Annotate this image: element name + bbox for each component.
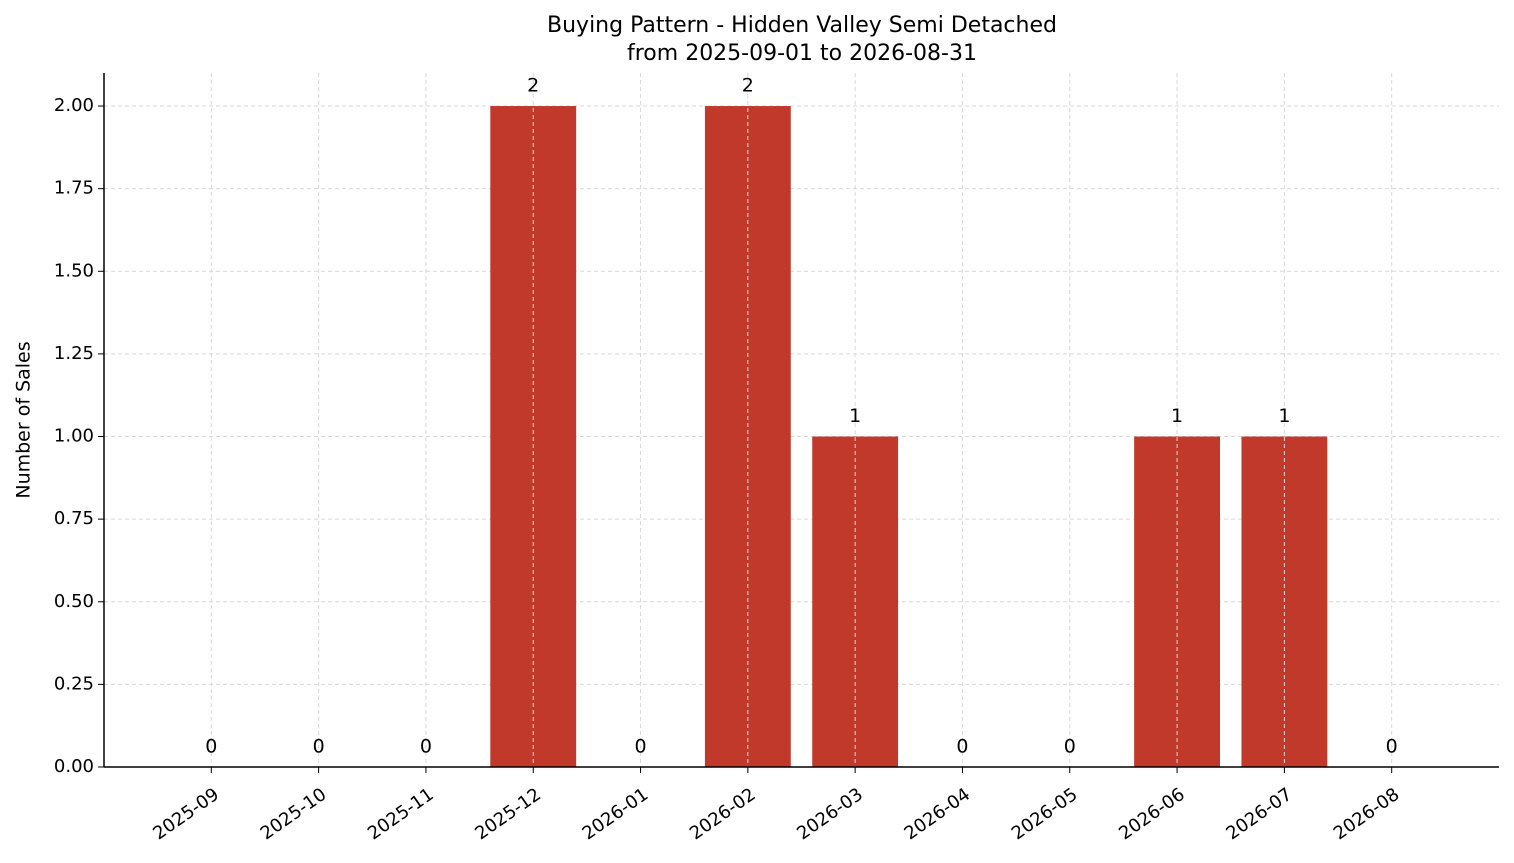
- x-tick-label: 2026-05: [1008, 784, 1082, 844]
- x-tick-label: 2026-06: [1115, 784, 1189, 844]
- data-label: 2: [527, 75, 539, 97]
- data-label: 0: [1064, 736, 1076, 758]
- x-tick-label: 2026-03: [793, 784, 867, 844]
- x-tick-label: 2026-08: [1330, 784, 1404, 844]
- y-tick-label: 1.50: [54, 260, 94, 281]
- data-label: 2: [742, 75, 754, 97]
- x-tick-label: 2026-04: [901, 784, 975, 844]
- y-tick-label: 1.75: [54, 178, 94, 199]
- data-label: 1: [849, 405, 861, 427]
- data-label: 1: [1171, 405, 1183, 427]
- y-tick-label: 0.50: [54, 591, 94, 612]
- y-tick-label: 0.75: [54, 508, 94, 529]
- x-tick-label: 2025-10: [257, 784, 331, 844]
- y-tick-label: 1.25: [54, 343, 94, 364]
- bar: [490, 106, 577, 768]
- chart-subtitle: from 2025-09-01 to 2026-08-31: [627, 41, 977, 66]
- data-label: 0: [313, 736, 325, 758]
- x-tick-label: 2026-02: [686, 784, 760, 844]
- chart-title: Buying Pattern - Hidden Valley Semi Deta…: [547, 13, 1057, 38]
- data-label: 0: [956, 736, 968, 758]
- y-tick-label: 1.00: [54, 426, 94, 447]
- y-axis-label: Number of Sales: [13, 341, 35, 498]
- x-tick-label: 2025-09: [149, 784, 223, 844]
- data-label: 1: [1278, 405, 1290, 427]
- x-tick-label: 2025-11: [364, 784, 438, 844]
- data-label: 0: [420, 736, 432, 758]
- y-tick-label: 2.00: [54, 95, 94, 116]
- bar: [704, 106, 791, 768]
- x-tick-label: 2025-12: [471, 784, 545, 844]
- data-label: 0: [1386, 736, 1398, 758]
- y-tick-label: 0.25: [54, 673, 94, 694]
- x-tick-label: 2026-01: [579, 784, 653, 844]
- data-label: 0: [205, 736, 217, 758]
- x-tick-label: 2026-07: [1222, 784, 1296, 844]
- data-label: 0: [634, 736, 646, 758]
- y-tick-label: 0.00: [54, 756, 94, 777]
